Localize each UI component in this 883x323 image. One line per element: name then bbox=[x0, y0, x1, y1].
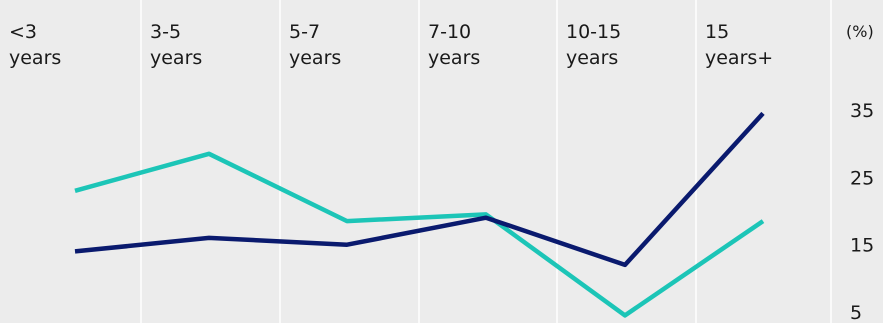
y-tick-label-25: 25 bbox=[850, 167, 874, 189]
category-label-6-line-1: 15 bbox=[705, 21, 729, 43]
series-lines bbox=[74, 111, 765, 318]
category-label-3-line-2: years bbox=[289, 47, 341, 69]
category-label-4-line-2: years bbox=[428, 47, 480, 69]
series-line-1 bbox=[74, 151, 765, 318]
y-tick-label-35: 35 bbox=[850, 100, 874, 122]
category-label-1-line-2: years bbox=[9, 47, 61, 69]
unit-label: (%) bbox=[846, 22, 874, 41]
category-label-6-line-2: years+ bbox=[705, 47, 773, 69]
y-tick-label-15: 15 bbox=[850, 235, 874, 257]
series-line-2 bbox=[74, 111, 765, 268]
category-label-3-line-1: 5-7 bbox=[289, 21, 320, 43]
category-label-5-line-2: years bbox=[566, 47, 618, 69]
category-labels: <3 years 3-5 years 5-7 years 7-10 years 10-15 yea… bbox=[9, 21, 773, 69]
category-label-5-line-1: 10-15 bbox=[566, 21, 621, 43]
gridlines bbox=[140, 0, 832, 323]
y-tick-label-5: 5 bbox=[850, 302, 862, 323]
y-axis-ticks: 35 25 15 5 bbox=[850, 100, 874, 323]
category-label-2-line-1: 3-5 bbox=[150, 21, 181, 43]
category-label-2-line-2: years bbox=[150, 47, 202, 69]
category-label-1-line-1: <3 bbox=[9, 21, 37, 43]
category-label-4-line-1: 7-10 bbox=[428, 21, 471, 43]
